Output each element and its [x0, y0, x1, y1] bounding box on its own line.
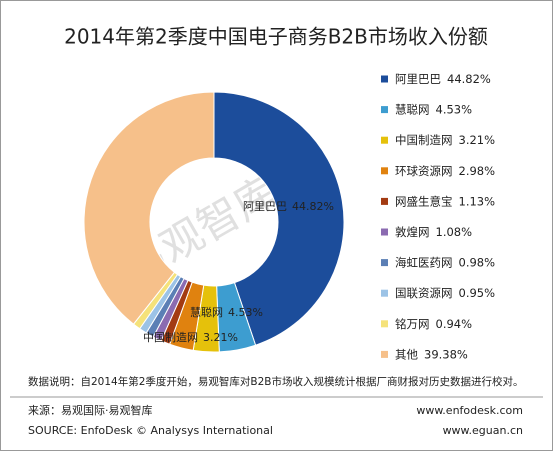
legend-name: 网盛生意宝 [395, 194, 453, 208]
data-label-value: 4.53% [228, 306, 263, 319]
legend-value: 0.94% [436, 316, 473, 330]
data-label-name: 慧聪网 [190, 305, 223, 319]
legend-swatch [381, 320, 388, 328]
legend-swatch [381, 75, 388, 83]
legend-name: 阿里巴巴 [395, 72, 441, 86]
legend-swatch [381, 289, 388, 297]
legend-swatch [381, 136, 388, 144]
legend-value: 1.13% [459, 194, 496, 208]
note: 数据说明：自2014年第2季度开始，易观智库对B2B市场收入规模统计根据厂商财报… [28, 375, 524, 388]
legend-label: 中国制造网 3.21% [395, 133, 495, 147]
data-label: 阿里巴巴 44.82% [243, 200, 334, 213]
source: 来源：易观国际·易观智库 [28, 403, 153, 417]
legend-swatch [381, 106, 388, 114]
chart-title: 2014年第2季度中国电子商务B2B市场收入份额 [64, 25, 488, 49]
slice [83, 91, 215, 325]
legend-value: 0.95% [459, 286, 496, 300]
legend-name: 铭万网 [395, 316, 430, 330]
data-label-name: 中国制造网 [143, 330, 198, 344]
legend-swatch [381, 228, 388, 236]
legend-label: 铭万网 0.94% [395, 316, 472, 330]
data-label-value: 3.21% [203, 331, 238, 344]
legend-label: 国联资源网 0.95% [395, 286, 495, 300]
legend-name: 慧聪网 [395, 102, 430, 116]
data-label: 慧聪网 4.53% [190, 305, 263, 319]
legend-label: 环球资源网 2.98% [395, 163, 495, 177]
data-label-name: 阿里巴巴 [243, 200, 287, 213]
data-label: 中国制造网 3.21% [143, 330, 238, 344]
legend-name: 敦煌网 [395, 225, 430, 239]
legend-name: 海虹医药网 [395, 255, 453, 269]
site: www.enfodesk.com [416, 404, 523, 417]
legend-swatch [381, 259, 388, 267]
legend-label: 敦煌网 1.08% [395, 225, 472, 239]
legend-label: 网盛生意宝 1.13% [395, 194, 495, 208]
legend-value: 2.98% [459, 163, 496, 177]
legend-name: 其他 [395, 347, 418, 361]
source-en: SOURCE: EnfoDesk © Analysys Internationa… [28, 424, 273, 437]
slice [213, 91, 345, 346]
legend-name: 环球资源网 [395, 163, 453, 177]
legend-name: 中国制造网 [395, 133, 453, 147]
legend-value: 1.08% [436, 225, 473, 239]
legend-label: 阿里巴巴 44.82% [395, 72, 491, 86]
legend-value: 3.21% [459, 133, 496, 147]
legend-label: 其他 39.38% [395, 347, 468, 361]
legend-swatch [381, 167, 388, 175]
legend-value: 0.98% [459, 255, 496, 269]
legend-name: 国联资源网 [395, 286, 453, 300]
legend-value: 39.38% [424, 347, 468, 361]
legend-swatch [381, 197, 388, 205]
legend-value: 4.53% [436, 102, 473, 116]
legend-swatch [381, 350, 388, 358]
site: www.eguan.cn [443, 424, 523, 437]
legend-label: 慧聪网 4.53% [395, 102, 472, 116]
legend-value: 44.82% [447, 72, 491, 86]
legend-label: 海虹医药网 0.98% [395, 255, 495, 269]
data-label-value: 44.82% [292, 200, 334, 213]
